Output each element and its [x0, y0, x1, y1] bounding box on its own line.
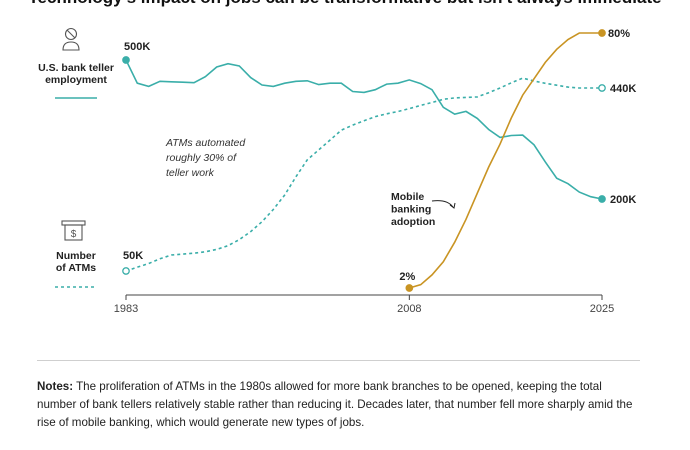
mobile-point-start — [405, 284, 414, 292]
notes-divider — [37, 360, 640, 361]
x-tick-label-2008: 2008 — [397, 303, 421, 315]
atms-end-label: 440K — [610, 83, 636, 95]
atm-machine-icon: $ — [61, 220, 86, 241]
atm-note-line-2: teller work — [166, 167, 215, 179]
atm-note-line-0: ATMs automated — [165, 137, 246, 149]
annotation-atm-note: ATMs automated roughly 30% of teller work — [165, 137, 246, 179]
legend-tellers-line-0: U.S. bank teller — [38, 62, 114, 74]
annotation-arrow — [431, 200, 454, 208]
chart-title: Technology's impact on jobs can be trans… — [0, 0, 690, 8]
atms-point-start — [122, 267, 130, 275]
legend-tellers-line-1: employment — [45, 74, 107, 86]
teller-person-icon — [62, 27, 80, 51]
legend-mobile-line-2: adoption — [391, 216, 435, 228]
svg-text:$: $ — [71, 229, 77, 240]
mobile-banking-line — [409, 32, 602, 289]
mobile-start-label: 2% — [399, 271, 415, 283]
mobile-point-end — [598, 29, 606, 37]
tellers-start-label: 500K — [124, 41, 150, 53]
tellers-point-start — [122, 56, 130, 64]
notes-text: The proliferation of ATMs in the 1980s a… — [37, 380, 633, 429]
notes: Notes: The proliferation of ATMs in the … — [37, 378, 643, 432]
legend-atms-line-1: of ATMs — [56, 262, 96, 274]
tellers-point-end — [598, 195, 606, 203]
atms-point-end — [598, 84, 606, 92]
teller-employment-line — [125, 59, 603, 200]
mobile-end-label: 80% — [608, 28, 630, 40]
legend-mobile-line-1: banking — [391, 204, 431, 216]
legend-mobile-line-0: Mobile — [391, 191, 424, 203]
atm-note-line-1: roughly 30% of — [166, 152, 237, 164]
tellers-end-label: 200K — [610, 194, 636, 206]
x-tick-label-2025: 2025 — [590, 303, 614, 315]
atm-count-line — [125, 77, 602, 272]
notes-label: Notes: — [37, 380, 74, 393]
atms-start-label: 50K — [123, 250, 143, 262]
x-tick-label-1983: 1983 — [114, 303, 138, 315]
annotation-arrow-head — [449, 202, 456, 209]
legend-atms-line-0: Number — [56, 250, 96, 262]
